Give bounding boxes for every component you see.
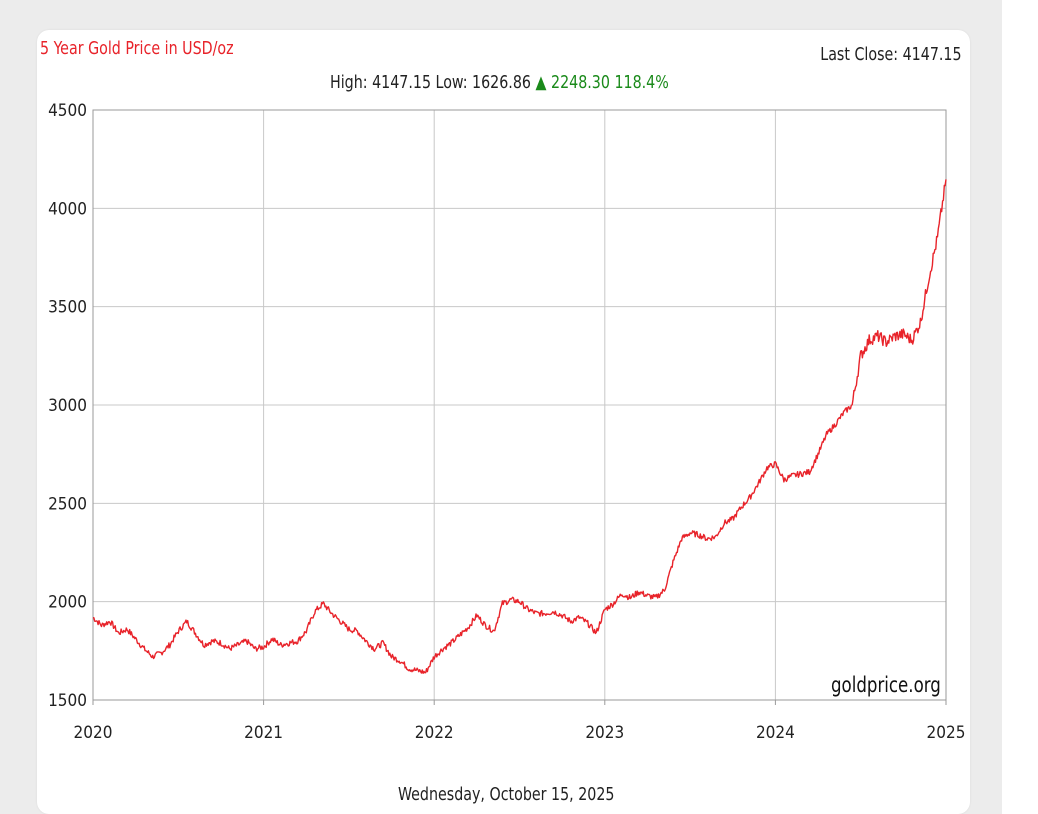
- y-tick-label: 4000: [48, 199, 87, 219]
- x-tick-label: 2025: [927, 723, 966, 743]
- chart-title: 5 Year Gold Price in USD/oz: [40, 38, 234, 59]
- chart-card: [37, 30, 970, 814]
- price-series-line: [92, 179, 947, 674]
- stats-line: High: 4147.15 Low: 1626.86 ▲ 2248.30 118…: [330, 72, 669, 93]
- grid: [92, 109, 947, 701]
- x-tick-label: 2023: [585, 723, 624, 743]
- y-tick-label: 3000: [48, 396, 87, 416]
- x-tick-label: 2020: [74, 723, 113, 743]
- plot-frame: [92, 109, 947, 701]
- high-label: High: 4147.15: [330, 72, 432, 93]
- y-tick-label: 2000: [48, 593, 87, 613]
- x-tick-label: 2024: [756, 723, 795, 743]
- watermark: goldprice.org: [831, 673, 941, 697]
- low-label: Low: 1626.86: [435, 72, 531, 93]
- y-tick-label: 3500: [48, 298, 87, 318]
- date-label: Wednesday, October 15, 2025: [398, 784, 615, 805]
- x-axis-ticks: 2020 2021 2022 2023 2024 2025: [74, 700, 966, 743]
- change-label: 2248.30 118.4%: [551, 72, 669, 93]
- y-tick-label: 1500: [48, 691, 87, 711]
- x-tick-label: 2022: [415, 723, 454, 743]
- last-close-label: Last Close: 4147.15: [820, 44, 962, 65]
- up-arrow-icon: ▲: [535, 72, 547, 93]
- y-tick-label: 2500: [48, 494, 87, 514]
- y-tick-label: 4500: [48, 101, 87, 121]
- y-axis-ticks: 1500 2000 2500 3000 3500 4000 4500: [48, 101, 87, 711]
- x-tick-label: 2021: [244, 723, 283, 743]
